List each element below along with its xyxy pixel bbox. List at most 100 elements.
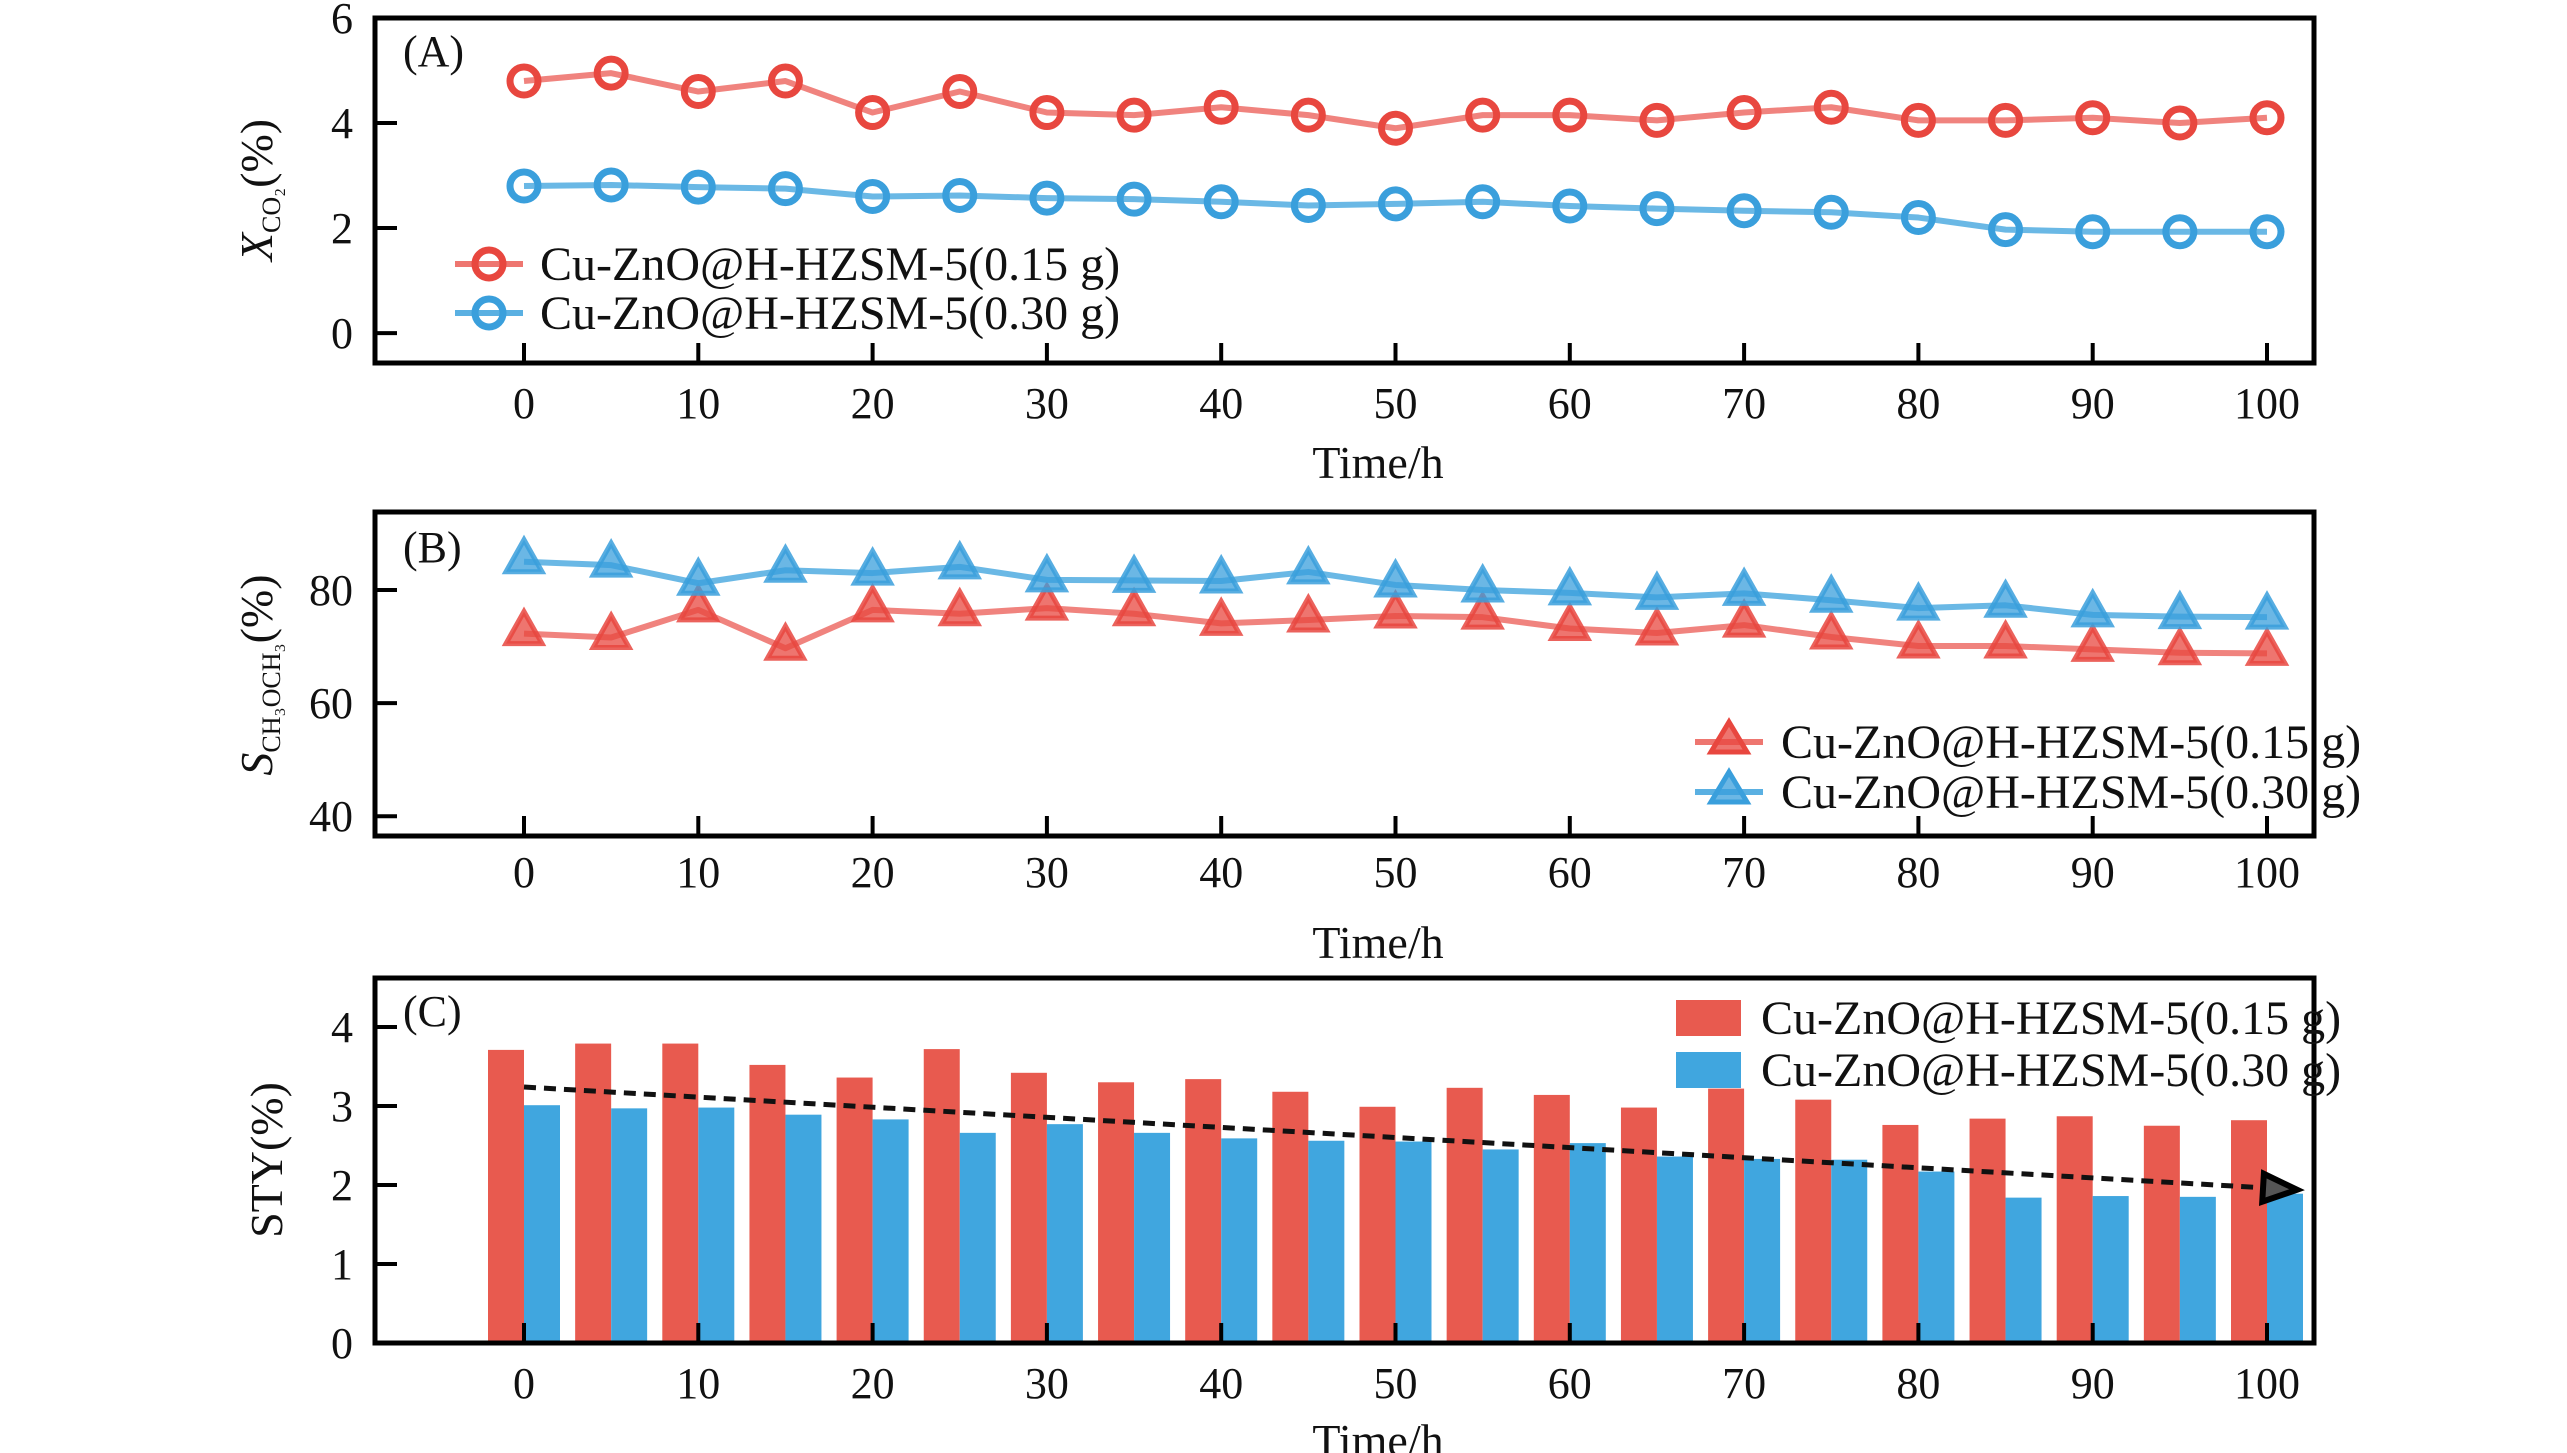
- panel-b-frame: [372, 509, 2317, 839]
- data-point: [1726, 95, 1762, 131]
- bar-blue: [524, 1105, 560, 1343]
- legend-item: Cu-ZnO@H-HZSM-5(0.30 g): [1676, 1044, 2341, 1097]
- bar-blue: [1221, 1138, 1258, 1343]
- x-tick-label: 30: [1025, 1359, 1069, 1408]
- legend-label: Cu-ZnO@H-HZSM-5(0.15 g): [540, 238, 1120, 291]
- bar-blue: [1918, 1171, 1955, 1343]
- bar-red: [2231, 1120, 2267, 1343]
- data-point: [1808, 573, 1854, 613]
- legend-red-swatch-icon: [1676, 1000, 1741, 1036]
- data-point: [676, 556, 721, 596]
- data-point: [1116, 181, 1152, 217]
- data-point: [506, 63, 542, 99]
- panel-a-y-axis-title-suffix: (%): [231, 119, 282, 188]
- data-point: [1029, 180, 1065, 216]
- x-tick-label: 70: [1722, 848, 1766, 897]
- bar-blue: [2267, 1193, 2303, 1343]
- panel-c-x-axis: 0 10 20 30 40 50 60 70 80 90 100: [513, 1323, 2300, 1408]
- legend-item: Cu-ZnO@H-HZSM-5(0.15 g): [1695, 716, 2361, 769]
- bar-blue: [2179, 1196, 2216, 1343]
- panel-a: 0 2 4 6 0 10 20 30 40 50 60 70 80 90 100 (A) Time/h X…: [231, 0, 2317, 488]
- x-tick-label: 100: [2234, 848, 2300, 897]
- bar-red: [1969, 1118, 2006, 1343]
- data-point: [1029, 95, 1065, 131]
- panel-b-plot-area: [501, 534, 2290, 666]
- data-point: [942, 74, 978, 110]
- panel-a-y-axis-title-sub: CO₂: [257, 188, 286, 233]
- legend-label: Cu-ZnO@H-HZSM-5(0.30 g): [1781, 766, 2361, 819]
- bar-blue: [2092, 1196, 2129, 1343]
- panel-c-label: (C): [403, 987, 462, 1036]
- series-line-1: [523, 181, 2267, 235]
- y-tick-label: 2: [331, 1161, 353, 1210]
- data-point: [2070, 587, 2115, 628]
- bar-red: [1098, 1082, 1135, 1343]
- legend-item: Cu-ZnO@H-HZSM-5(0.15 g): [1676, 992, 2341, 1045]
- legend-triangle-marker-icon: [1706, 767, 1752, 805]
- panel-c-plot-area: [488, 1043, 2305, 1343]
- data-point: [1808, 609, 1854, 650]
- data-point: [850, 545, 895, 586]
- bar-red: [923, 1049, 960, 1343]
- panel-b-legend: Cu-ZnO@H-HZSM-5(0.15 g) Cu-ZnO@H-HZSM-5(…: [1695, 716, 2361, 819]
- data-point: [1378, 110, 1413, 146]
- data-point: [2244, 626, 2290, 666]
- data-point: [2075, 214, 2111, 250]
- data-point: [1286, 544, 1331, 585]
- x-tick-label: 0: [513, 379, 535, 428]
- panel-c-y-axis-title: STY(%): [241, 1082, 292, 1238]
- panel-b-y-axis-title-sub: CH₃OCH₃: [257, 643, 286, 752]
- x-tick-label: 20: [851, 1359, 895, 1408]
- data-point: [1900, 102, 1936, 138]
- data-point: [501, 606, 547, 647]
- data-point: [1290, 187, 1326, 223]
- trend-arrow-head-icon: [2258, 1169, 2305, 1207]
- panel-a-frame: [372, 15, 2317, 366]
- y-tick-label: 4: [331, 1003, 353, 1052]
- data-point: [1813, 89, 1849, 125]
- x-tick-label: 10: [676, 379, 720, 428]
- data-point: [2244, 590, 2290, 630]
- panel-a-x-axis: 0 10 20 30 40 50 60 70 80 90 100: [513, 343, 2300, 428]
- panel-a-legend: Cu-ZnO@H-HZSM-5(0.15 g) Cu-ZnO@H-HZSM-5(…: [455, 238, 1120, 340]
- data-point: [1111, 586, 1157, 627]
- x-tick-label: 60: [1548, 848, 1592, 897]
- x-tick-label: 40: [1199, 379, 1243, 428]
- panel-a-x-axis-title: Time/h: [1312, 437, 1443, 488]
- panel-a-label: (A): [403, 27, 464, 76]
- data-point: [1639, 191, 1675, 227]
- panel-a-plot-area: [506, 55, 2285, 250]
- y-tick-label: 4: [331, 99, 353, 148]
- data-point: [1547, 565, 1593, 606]
- x-tick-label: 20: [851, 848, 895, 897]
- legend-label: Cu-ZnO@H-HZSM-5(0.30 g): [540, 287, 1120, 340]
- data-point: [1900, 200, 1936, 236]
- bar-red: [1795, 1099, 1832, 1343]
- legend-circle-marker-icon: [471, 246, 507, 282]
- y-tick-label: 3: [331, 1082, 353, 1131]
- bar-blue: [1395, 1141, 1432, 1343]
- panel-b-label: (B): [403, 523, 462, 572]
- data-point: [1203, 184, 1239, 220]
- legend-circle-marker-icon: [471, 295, 507, 331]
- data-point: [2162, 214, 2198, 250]
- bar-red: [488, 1049, 524, 1343]
- x-tick-label: 30: [1025, 379, 1069, 428]
- bar-blue: [1569, 1143, 1606, 1343]
- data-point: [1547, 601, 1593, 641]
- data-point: [855, 179, 891, 215]
- bar-blue: [959, 1132, 996, 1343]
- legend-label: Cu-ZnO@H-HZSM-5(0.15 g): [1761, 992, 2341, 1045]
- legend-item: Cu-ZnO@H-HZSM-5(0.15 g): [455, 238, 1120, 291]
- bar-red: [1533, 1094, 1570, 1343]
- data-point: [1116, 97, 1152, 133]
- data-point: [1373, 557, 1418, 598]
- data-point: [2070, 622, 2115, 662]
- legend-triangle-marker-icon: [1706, 717, 1752, 755]
- y-tick-label: 40: [309, 792, 353, 841]
- panel-a-y-axis-title-main: X: [231, 231, 282, 263]
- data-point: [1634, 570, 1680, 610]
- data-point: [1634, 605, 1680, 646]
- x-tick-label: 90: [2071, 379, 2115, 428]
